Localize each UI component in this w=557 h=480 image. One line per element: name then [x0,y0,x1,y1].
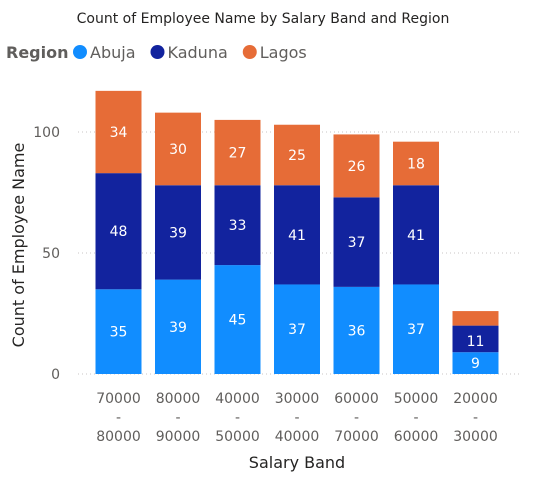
data-label: 18 [407,156,425,172]
bar-kaduna[interactable] [452,325,499,353]
data-label: 48 [110,224,128,240]
x-axis-ticks: 70000 -80000 80000 -90000 40000 -50000 30000 -4… [96,391,498,445]
bar-kaduna[interactable] [214,185,261,266]
data-label: 26 [348,159,366,175]
data-label: 25 [288,148,306,164]
data-label: 34 [110,125,128,141]
data-label: 39 [169,320,187,336]
data-label: 27 [229,146,247,162]
data-label: 35 [110,325,128,341]
chart-title: Count of Employee Name by Salary Band an… [77,11,450,27]
bar-abuja[interactable] [333,286,380,374]
x-tick-label: 80000 -90000 [156,391,201,445]
x-tick-label: 20000 -30000 [453,391,498,445]
x-tick-label: 50000 -60000 [394,391,439,445]
legend-label-lagos[interactable]: Lagos [260,43,307,62]
bar-lagos[interactable] [155,112,201,186]
legend-marker-abuja[interactable] [73,45,87,59]
legend: Region Abuja Kaduna Lagos [6,43,307,62]
bar-lagos[interactable] [452,311,499,326]
x-tick-label: 30000 -40000 [275,391,320,445]
data-label: 33 [229,218,247,234]
y-tick-label: 100 [33,125,60,141]
data-label: 11 [467,334,485,350]
bar-kaduna[interactable] [274,185,320,285]
bar-lagos[interactable] [274,124,320,186]
data-label: 45 [229,313,247,329]
bar-lagos[interactable] [214,119,261,186]
x-tick-label: 40000 -50000 [215,391,260,445]
data-label: 39 [169,225,187,241]
bar-kaduna[interactable] [393,185,439,285]
legend-marker-lagos[interactable] [242,45,257,59]
data-label: 37 [407,322,425,338]
bar-kaduna[interactable] [95,173,142,290]
bar-lagos[interactable] [95,90,142,174]
bar-abuja[interactable] [214,265,261,374]
y-tick-label: 0 [51,367,60,383]
y-axis-ticks: 0 50 100 [33,125,60,383]
bar-abuja[interactable] [274,284,320,374]
legend-marker-kaduna[interactable] [150,45,165,59]
x-tick-label: 60000 -70000 [334,391,379,445]
legend-label-kaduna[interactable]: Kaduna [168,43,228,62]
data-label: 37 [348,235,366,251]
bars: 35 48 34 39 39 30 45 33 27 37 41 25 36 37 26 37 41 18 9 11 [95,90,499,374]
data-label: 41 [288,228,306,244]
bar-kaduna[interactable] [333,197,380,287]
data-label: 37 [288,322,306,338]
data-label: 41 [407,228,425,244]
y-tick-label: 50 [42,246,60,262]
x-axis-label: Salary Band [249,453,345,472]
bar-abuja[interactable] [95,289,142,374]
data-label: 30 [169,142,187,158]
y-axis-label: Count of Employee Name [9,143,28,348]
x-tick-label: 70000 -80000 [96,391,141,445]
bar-abuja[interactable] [155,279,201,374]
data-label: 9 [471,356,480,372]
bar-lagos[interactable] [393,141,439,186]
bar-lagos[interactable] [333,134,380,198]
bar-abuja[interactable] [452,352,499,374]
legend-title: Region [6,43,69,62]
bar-abuja[interactable] [393,284,439,374]
bar-kaduna[interactable] [155,185,201,280]
data-label: 36 [348,323,366,339]
legend-label-abuja[interactable]: Abuja [90,43,136,62]
